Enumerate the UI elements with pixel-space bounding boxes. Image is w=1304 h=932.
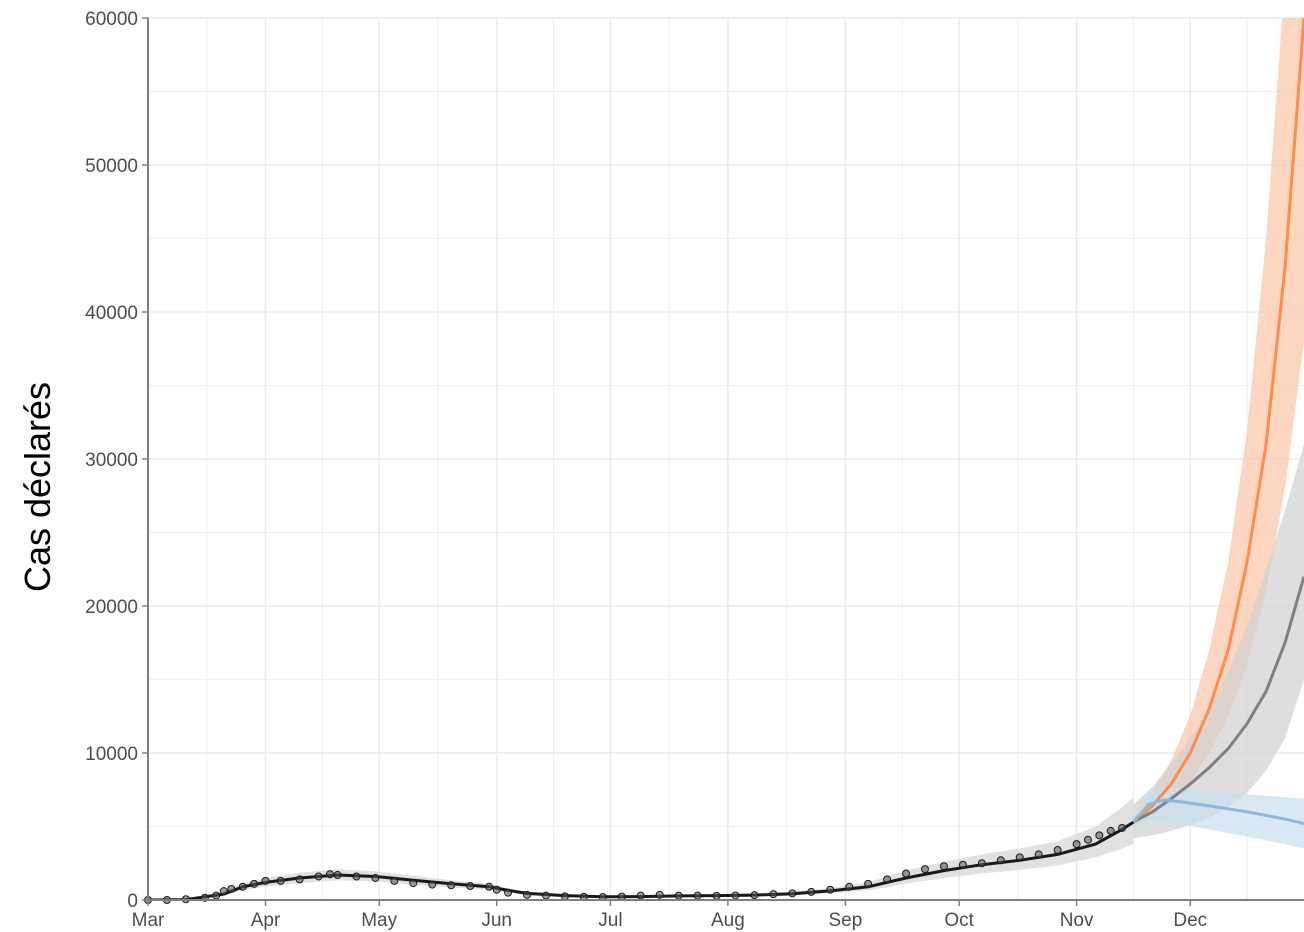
observed-point bbox=[466, 882, 475, 891]
x-tick-label: Apr bbox=[251, 910, 281, 931]
observed-point bbox=[428, 880, 437, 889]
tick-labels: 0 10000 20000 30000 40000 50000 60000 Mar Apr May… bbox=[85, 9, 1207, 931]
observed-point bbox=[769, 890, 778, 899]
observed-point bbox=[655, 890, 664, 899]
observed-point bbox=[295, 875, 304, 884]
confidence-bands bbox=[148, 18, 1304, 900]
observed-point bbox=[1118, 823, 1127, 832]
x-tick-label: Oct bbox=[944, 910, 974, 931]
scenario-line-blue bbox=[1132, 798, 1304, 826]
y-tick-label: 50000 bbox=[85, 156, 138, 177]
grid bbox=[147, 17, 1304, 901]
observed-point bbox=[276, 876, 285, 885]
observed-point bbox=[1015, 853, 1024, 862]
observed-point bbox=[845, 882, 854, 891]
observed-point bbox=[485, 882, 494, 891]
observed-point bbox=[238, 882, 247, 891]
x-tick-label: Jun bbox=[481, 910, 512, 931]
observed-point bbox=[390, 876, 399, 885]
observed-point bbox=[958, 860, 967, 869]
observed-point bbox=[712, 891, 721, 900]
y-tick-label: 60000 bbox=[85, 9, 138, 30]
observed-point bbox=[788, 889, 797, 898]
observed-point bbox=[325, 870, 334, 879]
observed-point bbox=[864, 879, 873, 888]
observed-point bbox=[333, 871, 342, 880]
x-tick-label: Aug bbox=[711, 910, 745, 931]
observed-point bbox=[636, 891, 645, 900]
observed-point bbox=[314, 872, 323, 881]
observed-point bbox=[504, 888, 513, 897]
scenario-line-orange bbox=[1132, 18, 1304, 824]
y-tick-label: 0 bbox=[127, 891, 138, 912]
x-tick-label: Mar bbox=[132, 910, 165, 931]
observed-point bbox=[750, 891, 759, 900]
observed-point bbox=[212, 891, 221, 900]
y-tick-label: 30000 bbox=[85, 450, 138, 471]
observed-point bbox=[920, 865, 929, 874]
observed-point bbox=[939, 862, 948, 871]
observed-point bbox=[541, 891, 550, 900]
observed-point bbox=[883, 875, 892, 884]
observed-point bbox=[1106, 826, 1115, 835]
observed-point bbox=[1034, 850, 1043, 859]
observed-point bbox=[693, 891, 702, 900]
observed-point bbox=[409, 879, 418, 888]
observed-point bbox=[219, 887, 228, 896]
observed-point bbox=[447, 881, 456, 890]
observed-points bbox=[144, 823, 1127, 904]
x-tick-label: Dec bbox=[1173, 910, 1207, 931]
y-tick-label: 10000 bbox=[85, 744, 138, 765]
observed-point bbox=[523, 890, 532, 899]
observed-point bbox=[261, 876, 270, 885]
y-axis-title: Cas déclarés bbox=[17, 382, 58, 592]
observed-point bbox=[1095, 831, 1104, 840]
scenario-band-grey bbox=[1133, 444, 1304, 839]
x-tick-label: Nov bbox=[1060, 910, 1094, 931]
observed-point bbox=[1083, 835, 1092, 844]
y-tick-label: 40000 bbox=[85, 303, 138, 324]
x-tick-label: Sep bbox=[828, 910, 862, 931]
observed-point bbox=[826, 885, 835, 894]
observed-point bbox=[731, 891, 740, 900]
observed-point bbox=[1053, 846, 1062, 855]
observed-point bbox=[807, 887, 816, 896]
observed-point bbox=[1072, 840, 1081, 849]
observed-point bbox=[352, 872, 361, 881]
axes bbox=[142, 17, 1304, 906]
observed-point bbox=[227, 884, 236, 893]
observed-point bbox=[371, 873, 380, 882]
x-tick-label: May bbox=[361, 910, 397, 931]
fit-confidence-band bbox=[148, 797, 1134, 900]
observed-point bbox=[560, 892, 569, 901]
observed-point bbox=[492, 885, 501, 894]
observed-point bbox=[250, 879, 259, 888]
observed-point bbox=[996, 856, 1005, 865]
scenario-line-grey bbox=[1132, 576, 1304, 824]
observed-point bbox=[902, 869, 911, 878]
observed-point bbox=[977, 859, 986, 868]
observed-point bbox=[674, 891, 683, 900]
y-tick-label: 20000 bbox=[85, 597, 138, 618]
x-tick-label: Jul bbox=[598, 910, 622, 931]
